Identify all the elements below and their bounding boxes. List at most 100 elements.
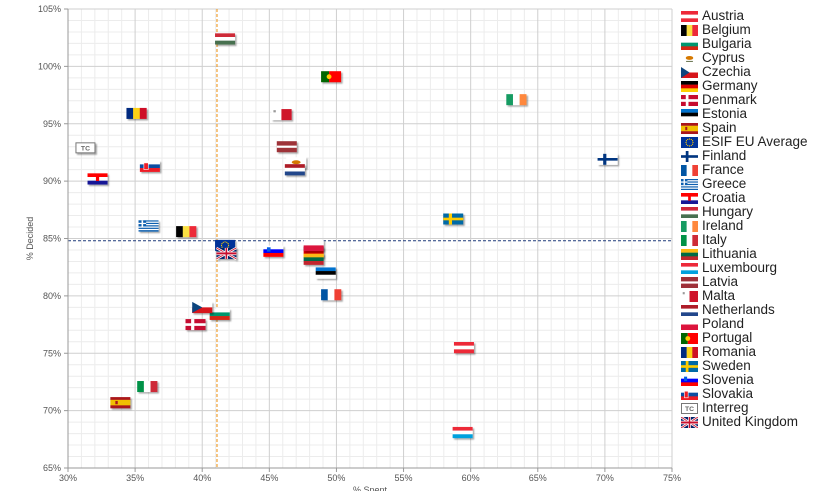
flag-czechia-icon [681, 66, 698, 78]
legend-item-latvia[interactable]: Latvia [681, 275, 821, 289]
legend-item-malta[interactable]: Malta [681, 289, 821, 303]
data-point-czechia[interactable]: Czechia [192, 301, 213, 314]
x-tick-label: 55% [395, 473, 413, 483]
data-point-ireland[interactable]: Ireland [506, 94, 527, 106]
data-point-finland[interactable]: Finland [597, 153, 618, 165]
x-tick-label: 65% [529, 473, 547, 483]
x-tick-label: 45% [260, 473, 278, 483]
legend-item-greece[interactable]: Greece [681, 177, 821, 191]
legend-item-austria[interactable]: Austria [681, 9, 821, 23]
legend-label: France [702, 162, 745, 177]
data-point-greece[interactable]: Greece [138, 220, 159, 232]
legend: Austria Belgium Bulgaria Cyprus Czechia Germa… [681, 9, 821, 429]
legend-item-croatia[interactable]: Croatia [681, 191, 821, 205]
legend-label: ESIF EU Average [702, 134, 808, 149]
legend-label: Finland [702, 148, 747, 163]
flag-slovenia-icon [681, 374, 698, 386]
data-point-estonia[interactable]: Estonia [315, 267, 336, 279]
flag-slovakia-icon [681, 388, 698, 400]
legend-item-denmark[interactable]: Denmark [681, 93, 821, 107]
flag-luxembourg-icon [681, 262, 698, 274]
legend-item-estonia[interactable]: Estonia [681, 107, 821, 121]
data-point-hungary[interactable]: Hungary [215, 33, 236, 45]
flag-lithuania-icon [681, 248, 698, 260]
flag-croatia-icon [681, 192, 698, 204]
legend-item-poland[interactable]: Poland [681, 317, 821, 331]
flag-spain-icon [681, 122, 698, 134]
legend-item-interreg[interactable]: TC Interreg [681, 401, 821, 415]
data-point-romania[interactable]: Romania [126, 107, 147, 119]
legend-item-hungary[interactable]: Hungary [681, 205, 821, 219]
legend-item-slovenia[interactable]: Slovenia [681, 373, 821, 387]
data-point-slovakia[interactable]: Slovakia [139, 160, 160, 172]
data-point-france[interactable]: France [321, 289, 342, 301]
data-point-portugal[interactable]: Portugal [321, 71, 342, 83]
flag-greece-icon [681, 178, 698, 190]
data-point-united-kingdom[interactable]: United Kingdom [215, 246, 237, 260]
flag-hungary-icon [681, 206, 698, 218]
legend-item-sweden[interactable]: Sweden [681, 359, 821, 373]
legend-label: Belgium [702, 22, 751, 37]
x-tick-label: 30% [59, 473, 77, 483]
legend-item-netherlands[interactable]: Netherlands [681, 303, 821, 317]
data-point-bulgaria[interactable]: Bulgaria [209, 308, 230, 320]
data-point-sweden[interactable]: Sweden [443, 213, 464, 225]
legend-label: Romania [702, 344, 757, 359]
flag-italy-icon [681, 234, 698, 246]
y-tick-label: 80% [43, 291, 61, 301]
data-point-latvia[interactable]: Latvia [276, 141, 297, 153]
flag-germany-icon [681, 80, 698, 92]
y-tick-label: 85% [43, 234, 61, 244]
data-point-croatia[interactable]: Croatia [87, 173, 108, 185]
data-point-lithuania[interactable]: Lithuania [303, 253, 324, 265]
x-tick-label: 75% [663, 473, 681, 483]
legend-item-lithuania[interactable]: Lithuania [681, 247, 821, 261]
interreg-tc-icon-icon: TC [681, 402, 698, 414]
legend-label: Croatia [702, 190, 746, 205]
legend-item-luxembourg[interactable]: Luxembourg [681, 261, 821, 275]
legend-item-italy[interactable]: Italy [681, 233, 821, 247]
data-points: AustriaBelgiumBulgariaCyprusCzechiaGerma… [75, 33, 618, 439]
legend-item-germany[interactable]: Germany [681, 79, 821, 93]
legend-item-portugal[interactable]: Portugal [681, 331, 821, 345]
legend-label: Portugal [702, 330, 753, 345]
legend-label: Poland [702, 316, 745, 331]
flag-finland-icon [681, 150, 698, 162]
legend-item-united-kingdom[interactable]: United Kingdom [681, 415, 821, 429]
flag-eu-icon [681, 136, 698, 148]
legend-item-slovakia[interactable]: Slovakia [681, 387, 821, 401]
legend-label: Estonia [702, 106, 748, 121]
legend-item-ireland[interactable]: Ireland [681, 219, 821, 233]
flag-denmark-icon [681, 94, 698, 106]
data-point-italy[interactable]: Italy [137, 381, 158, 393]
legend-item-finland[interactable]: Finland [681, 149, 821, 163]
axes: 30% 35% 40% 45% 50% 55% 60% 65% 70% 75% 65% 70% 75% 8… [25, 4, 681, 491]
data-point-poland[interactable]: Poland [303, 239, 324, 252]
legend-label: Slovakia [702, 386, 754, 401]
data-point-belgium[interactable]: Belgium [176, 226, 197, 238]
flag-belgium-icon [681, 24, 698, 36]
legend-label: Ireland [702, 218, 744, 233]
data-point-luxembourg[interactable]: Luxembourg [452, 426, 473, 439]
data-point-netherlands[interactable]: Netherlands [284, 164, 305, 176]
legend-item-bulgaria[interactable]: Bulgaria [681, 37, 821, 51]
data-point-denmark[interactable]: Denmark [185, 319, 206, 331]
data-point-malta[interactable]: Malta [271, 109, 292, 121]
legend-item-france[interactable]: France [681, 163, 821, 177]
legend-label: Luxembourg [702, 260, 778, 275]
legend-label: Czechia [702, 64, 751, 79]
legend-label: Slovenia [702, 372, 754, 387]
x-tick-label: 70% [596, 473, 614, 483]
data-point-spain[interactable]: Spain [110, 397, 131, 409]
legend-item-czechia[interactable]: Czechia [681, 65, 821, 79]
flag-sweden-icon [681, 360, 698, 372]
data-point-interreg[interactable]: InterregTC [75, 142, 96, 154]
legend-item-spain[interactable]: Spain [681, 121, 821, 135]
legend-label: Germany [702, 78, 758, 93]
data-point-austria[interactable]: Austria [453, 342, 474, 354]
legend-item-romania[interactable]: Romania [681, 345, 821, 359]
data-point-slovenia[interactable]: Slovenia [263, 245, 284, 257]
legend-item-cyprus[interactable]: Cyprus [681, 51, 821, 65]
legend-item-belgium[interactable]: Belgium [681, 23, 821, 37]
legend-item-esif-eu-average[interactable]: ESIF EU Average [681, 135, 821, 149]
